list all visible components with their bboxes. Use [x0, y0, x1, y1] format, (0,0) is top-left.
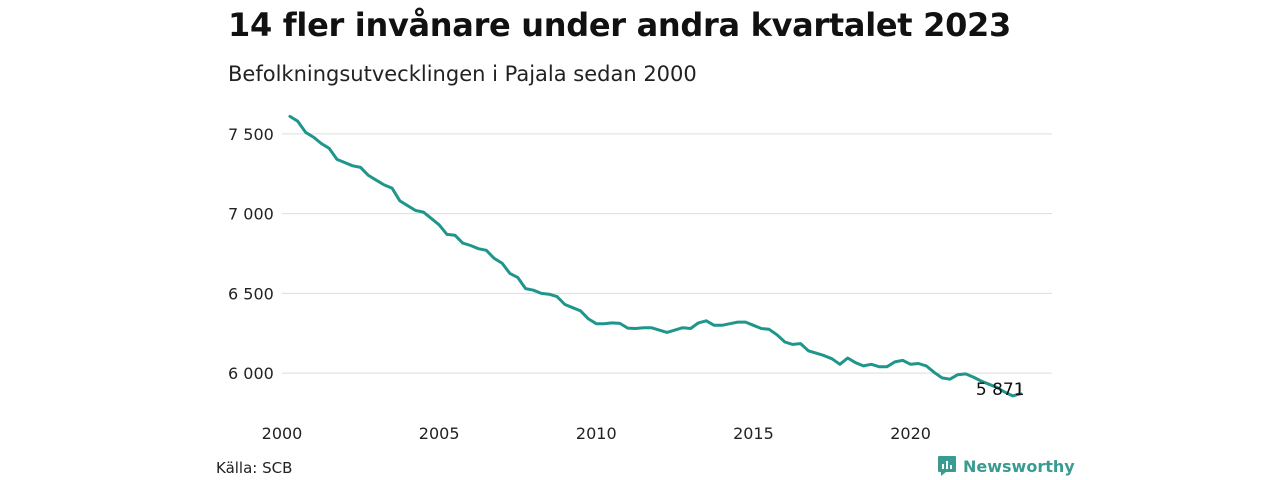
last-value-label: 5 871: [976, 380, 1025, 400]
y-tick-label: 6 500: [228, 284, 274, 303]
x-tick-label: 2000: [262, 424, 303, 443]
brand-logo: Newsworthy: [937, 455, 1075, 477]
newsworthy-logo-icon: [938, 456, 956, 476]
chart-subtitle: Befolkningsutvecklingen i Pajala sedan 2…: [228, 62, 697, 86]
x-tick-label: 2020: [890, 424, 931, 443]
x-tick-label: 2015: [733, 424, 774, 443]
y-tick-label: 7 000: [228, 205, 274, 224]
brand-name: Newsworthy: [963, 456, 1075, 476]
chart-title: 14 fler invånare under andra kvartalet 2…: [228, 6, 1011, 44]
y-tick-label: 6 000: [228, 364, 274, 383]
x-tick-label: 2005: [419, 424, 460, 443]
x-tick-label: 2010: [576, 424, 617, 443]
population-line: [288, 114, 1023, 398]
source-note: Källa: SCB: [216, 459, 293, 477]
y-tick-label: 7 500: [228, 125, 274, 144]
